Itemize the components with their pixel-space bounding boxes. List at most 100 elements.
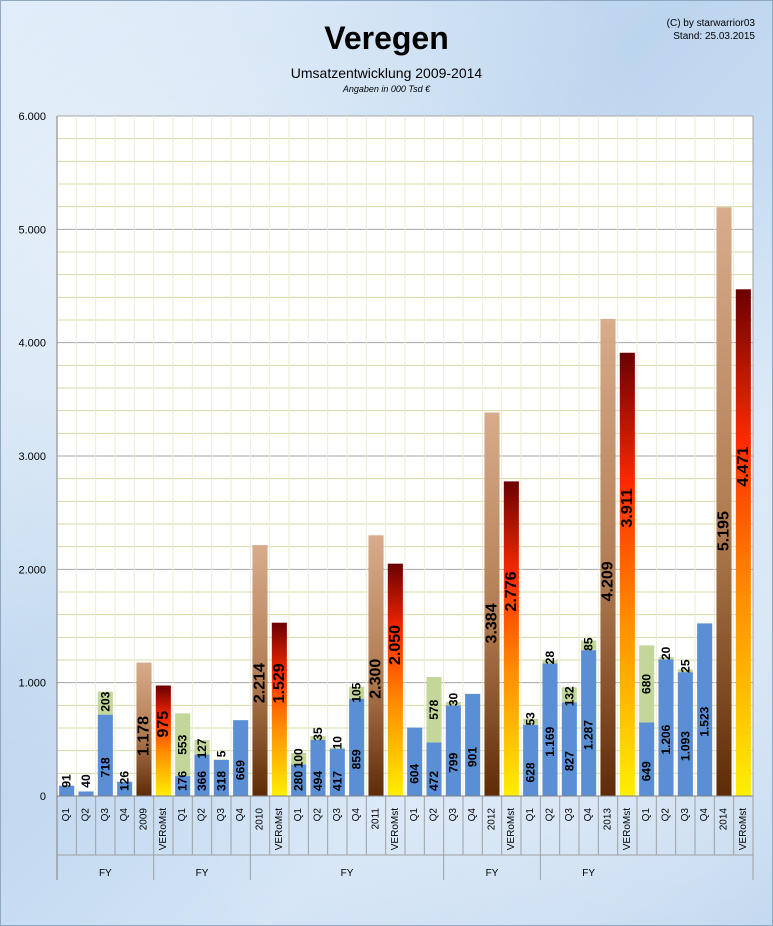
quarter-bar — [175, 776, 191, 796]
quarter-bar — [233, 720, 249, 796]
veromst-bar — [387, 563, 403, 796]
year-value-label: 2.300 — [368, 659, 385, 699]
quarter-value-label: 1.093 — [678, 731, 692, 761]
veromst-bar — [735, 289, 751, 796]
addon-value-label: 20 — [659, 646, 673, 660]
veromst-value-label: 4.471 — [735, 447, 752, 487]
credit-date: Stand: 25.03.2015 — [673, 31, 755, 42]
quarter-value-label: 40 — [79, 774, 93, 788]
veromst-value-label: 1.529 — [271, 663, 288, 703]
year-value-label: 1.178 — [136, 716, 153, 756]
x-tick-label: Q4 — [235, 808, 246, 822]
x-tick-label: Q1 — [525, 808, 536, 822]
year-total-bar — [252, 545, 268, 796]
quarter-bar — [213, 759, 229, 796]
x-tick-label: 2014 — [719, 808, 730, 831]
x-tick-label: VERoMst — [158, 808, 169, 850]
x-tick-label: Q3 — [216, 808, 227, 822]
group-label: FY — [196, 868, 209, 879]
quarter-value-label: 1.287 — [582, 720, 596, 750]
y-tick-label: 6.000 — [18, 111, 46, 123]
year-value-label: 2.214 — [252, 663, 269, 703]
quarter-value-label: 859 — [350, 749, 364, 769]
quarter-bar — [407, 727, 423, 796]
addon-value-label: 578 — [427, 699, 441, 719]
quarter-value-label: 494 — [311, 771, 325, 791]
x-tick-label: Q1 — [409, 808, 420, 822]
addon-bar — [561, 687, 577, 703]
quarter-value-label: 1.206 — [659, 724, 673, 754]
addon-bar — [581, 640, 597, 651]
addon-value-label: 53 — [524, 712, 538, 726]
year-value-label: 4.209 — [600, 561, 617, 601]
addon-value-label: 553 — [176, 734, 190, 754]
group-label: FY — [341, 868, 354, 879]
x-tick-label: 2013 — [603, 808, 614, 831]
addon-bar — [97, 691, 113, 715]
addon-value-label: 132 — [562, 686, 576, 706]
quarter-value-label: 318 — [214, 771, 228, 791]
addon-bar — [426, 677, 442, 743]
addon-bar — [542, 660, 558, 664]
quarter-bar — [581, 650, 597, 796]
addon-value-label: 105 — [350, 682, 364, 702]
group-label: FY — [486, 868, 499, 879]
x-tick-label: 2010 — [255, 808, 266, 831]
addon-value-label: 28 — [543, 651, 557, 665]
quarter-bar — [697, 623, 713, 796]
addon-value-label: 5 — [214, 750, 228, 757]
addon-value-label: 25 — [678, 659, 692, 673]
x-tick-label: Q2 — [197, 808, 208, 822]
x-tick-label: Q2 — [661, 808, 672, 822]
addon-bar — [291, 752, 307, 765]
veromst-value-label: 3.911 — [619, 488, 636, 527]
x-tick-label: Q1 — [293, 808, 304, 822]
veromst-bar — [155, 685, 171, 796]
quarter-bar — [658, 659, 674, 796]
x-tick-label: VERoMst — [390, 808, 401, 850]
quarter-bar — [465, 693, 481, 796]
addon-bar — [310, 736, 326, 741]
addon-value-label: 203 — [98, 691, 112, 711]
addon-value-label: 85 — [582, 637, 596, 651]
quarter-value-label: 1.169 — [543, 726, 557, 756]
quarter-value-label: 718 — [98, 757, 112, 777]
x-tick-label: Q4 — [699, 808, 710, 822]
veromst-value-label: 975 — [155, 711, 172, 738]
veromst-bar — [503, 481, 519, 796]
credit-author: (C) by starwarrior03 — [666, 18, 755, 29]
credit-block: (C) by starwarrior03 Stand: 25.03.2015 — [667, 17, 755, 43]
x-tick-label: Q4 — [351, 808, 362, 822]
quarter-value-label: 417 — [330, 771, 344, 791]
quarter-value-label: 649 — [640, 761, 654, 781]
x-tick-label: VERoMst — [622, 808, 633, 850]
year-total-bar — [136, 662, 152, 796]
quarter-bar — [542, 663, 558, 796]
x-tick-label: Q1 — [61, 808, 72, 822]
quarter-bar — [291, 764, 307, 796]
group-label: FY — [99, 868, 112, 879]
addon-value-label: 30 — [446, 692, 460, 706]
addon-bar — [658, 657, 674, 660]
year-total-bar — [368, 535, 384, 796]
y-tick-label: 5.000 — [18, 224, 46, 236]
quarter-bar — [97, 714, 113, 796]
year-total-bar — [484, 412, 500, 796]
x-tick-label: Q3 — [448, 808, 459, 822]
veromst-value-label: 2.050 — [387, 625, 404, 665]
addon-value-label: 680 — [640, 674, 654, 694]
x-tick-label: Q4 — [467, 808, 478, 822]
x-tick-label: Q4 — [583, 808, 594, 822]
quarter-value-label: 901 — [466, 747, 480, 767]
veromst-bar — [619, 352, 635, 796]
quarter-value-label: 628 — [524, 762, 538, 782]
quarter-value-label: 604 — [408, 763, 422, 783]
quarter-bar — [329, 748, 345, 796]
quarter-bar — [194, 754, 210, 796]
x-tick-label: VERoMst — [738, 808, 749, 850]
x-tick-label: Q2 — [313, 808, 324, 822]
year-value-label: 5.195 — [716, 511, 733, 551]
chart-subtitle: Umsatzentwicklung 2009-2014 — [290, 65, 483, 81]
quarter-bar — [561, 702, 577, 796]
